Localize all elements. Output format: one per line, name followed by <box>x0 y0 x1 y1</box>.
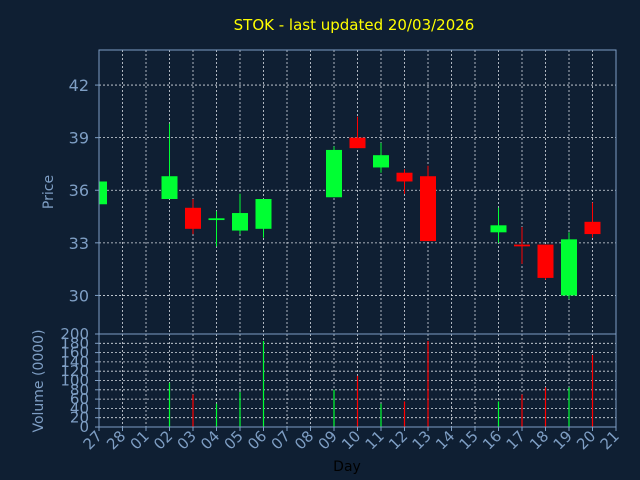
candle-body <box>326 149 342 198</box>
candle-body <box>537 244 554 278</box>
candle-body <box>349 137 366 149</box>
x-tick-label: 06 <box>244 427 270 453</box>
candle-body <box>420 176 436 242</box>
candle-body <box>373 155 389 168</box>
volume-y-tick-label: 140 <box>60 353 89 371</box>
x-tick-label: 19 <box>550 427 576 453</box>
candle-body <box>561 239 577 296</box>
volume-y-tick-label: 20 <box>70 409 89 427</box>
price-y-tick-label: 42 <box>69 76 89 95</box>
volume-bars <box>168 340 594 427</box>
x-tick-label: 28 <box>103 427 129 453</box>
price-y-ticks: 30 33 36 39 42 <box>69 76 99 305</box>
price-y-tick-label: 33 <box>69 234 89 253</box>
volume-y-tick-label: 60 <box>70 390 89 408</box>
x-tick-label: 08 <box>291 427 317 453</box>
candle-body <box>208 218 225 221</box>
x-tick-label: 09 <box>315 427 341 453</box>
x-tick-label: 20 <box>573 427 599 453</box>
x-tick-label: 03 <box>174 427 200 453</box>
x-tick-label: 05 <box>221 427 247 453</box>
candles <box>98 116 601 299</box>
candle-body <box>255 199 272 229</box>
candle-body <box>232 213 248 231</box>
x-ticks: 2728010203040506070809101112131415161718… <box>80 427 623 453</box>
volume-y-tick-label: 180 <box>60 334 89 352</box>
candle-body <box>514 244 530 247</box>
x-tick-label: 16 <box>479 427 505 453</box>
x-tick-label: 17 <box>503 427 529 453</box>
x-tick-label: 02 <box>150 427 176 453</box>
candle-body <box>490 225 507 233</box>
x-axis-label: Day <box>333 459 361 475</box>
x-tick-label: 14 <box>432 427 458 453</box>
x-tick-label: 15 <box>456 427 482 453</box>
x-tick-label: 11 <box>362 427 388 453</box>
x-tick-label: 13 <box>409 427 435 453</box>
x-tick-label: 21 <box>597 427 623 453</box>
chart-title: STOK - last updated 20/03/2026 <box>234 16 475 34</box>
price-y-tick-label: 39 <box>69 129 89 148</box>
candle-body <box>185 207 201 229</box>
candle-body <box>161 176 178 200</box>
price-y-tick-label: 36 <box>69 181 89 200</box>
volume-axis-label: Volume (0000) <box>31 329 47 432</box>
x-tick-label: 18 <box>526 427 552 453</box>
price-y-tick-label: 30 <box>69 286 89 305</box>
volume-y-tick-label: 40 <box>70 399 89 417</box>
candle-body <box>99 181 107 205</box>
x-tick-label: 01 <box>127 427 153 453</box>
candle-body <box>396 172 413 182</box>
x-tick-label: 07 <box>268 427 294 453</box>
x-tick-label: 12 <box>385 427 411 453</box>
volume-y-tick-label: 120 <box>60 362 89 380</box>
volume-plot-frame <box>98 333 617 428</box>
volume-y-tick-label: 100 <box>60 372 89 390</box>
candle-body <box>584 221 601 235</box>
volume-y-tick-label: 0 <box>79 418 89 436</box>
volume-y-tick-label: 200 <box>60 325 89 343</box>
x-tick-label: 04 <box>197 427 223 453</box>
price-axis-label: Price <box>41 175 57 209</box>
x-tick-label: 10 <box>338 427 364 453</box>
volume-y-tick-label: 80 <box>70 381 89 399</box>
volume-y-tick-label: 160 <box>60 344 89 362</box>
